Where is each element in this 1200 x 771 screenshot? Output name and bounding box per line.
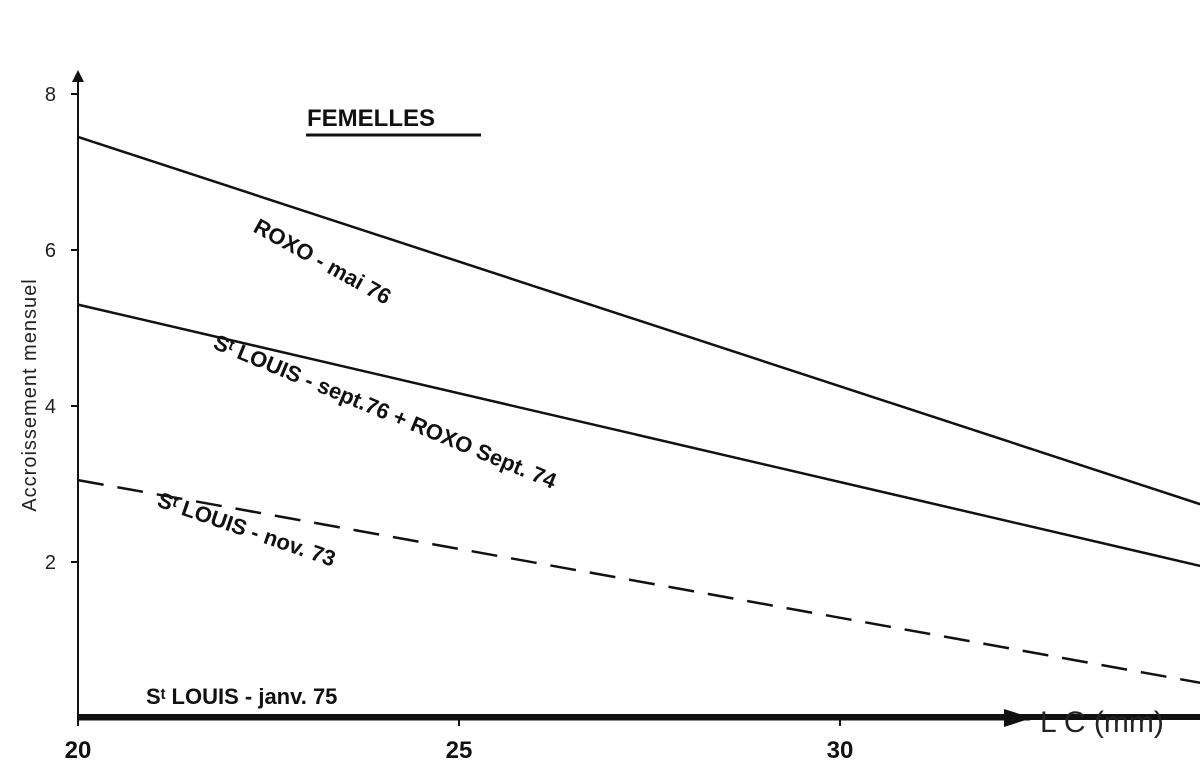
y-tick-label: 2: [45, 552, 56, 574]
y-tick-label: 8: [45, 84, 56, 106]
x-axis-title: L C (mm): [1040, 706, 1164, 739]
x-ticks: 2025303540: [65, 718, 854, 764]
y-axis-title: Accroissement mensuel: [19, 278, 41, 511]
series-label-stlouis-nov-73: Sᵗ LOUIS - nov. 73: [154, 487, 338, 571]
y-tick-label: 4: [45, 396, 56, 418]
x-tick-label: 25: [446, 737, 473, 764]
series-line-roxo-mai-76: [77, 135, 1200, 506]
series-label-stlouis-janv-75: Sᵗ LOUIS - janv. 75: [146, 684, 337, 709]
x-tick-label: 30: [827, 737, 854, 764]
axes: [72, 70, 1032, 727]
x-tick-label: 20: [65, 737, 92, 764]
series-label-stlouis-sept-76: Sᵗ LOUIS - sept.76 + ROXO Sept. 74: [210, 330, 561, 494]
series-line-stlouis-sept-76: [77, 303, 1200, 568]
series-line-stlouis-nov-73: [77, 478, 1200, 685]
y-ticks: 2 4 6 8: [45, 84, 78, 574]
series: [77, 135, 1200, 720]
series-label-roxo-mai-76: ROXO - mai 76: [250, 214, 396, 310]
chart-title: FEMELLES: [307, 105, 435, 132]
y-tick-label: 6: [45, 240, 56, 262]
